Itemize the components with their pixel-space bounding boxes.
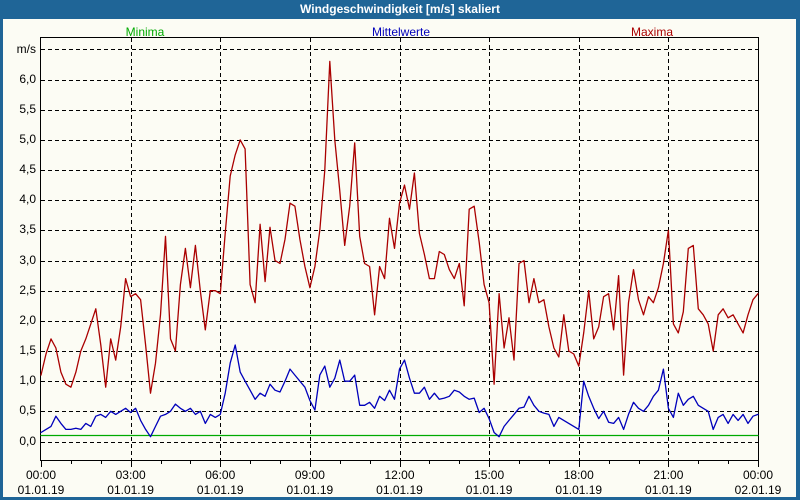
y-tick-label: 1,0: [19, 373, 36, 388]
x-tick-time-label: 00:00: [742, 468, 774, 482]
x-tick-date-label: 01.01.19: [376, 483, 423, 497]
x-tick-date-label: 01.01.19: [107, 483, 154, 497]
x-tick-date-label: 01.01.19: [17, 483, 65, 497]
plot-area: [40, 37, 759, 467]
y-axis-unit-label: m/s: [16, 42, 36, 57]
y-tick-label: 6,0: [19, 71, 36, 86]
y-tick-label: 2,0: [19, 312, 36, 327]
y-tick-label: 4,0: [19, 192, 36, 207]
x-tick-time-label: 12:00: [384, 468, 415, 482]
y-tick-label: 3,0: [19, 252, 36, 267]
x-tick-time-label: 21:00: [653, 468, 684, 482]
y-tick-label: 0,5: [19, 403, 36, 418]
x-tick-date-label: 02.01.19: [734, 483, 782, 497]
x-tick-time-label: 18:00: [563, 468, 594, 482]
x-tick-time-label: 06:00: [205, 468, 236, 482]
x-tick-time-label: 03:00: [115, 468, 146, 482]
series-maxima: [40, 60, 759, 394]
y-tick-label: 5,5: [19, 101, 36, 116]
x-tick-time-label: 15:00: [474, 468, 505, 482]
y-tick-label: 5,0: [19, 131, 36, 146]
window-title: Windgeschwindigkeit [m/s] skaliert: [300, 2, 500, 16]
x-tick-date-label: 01.01.19: [196, 483, 244, 497]
legend-item-mittelwerte: Mittelwerte: [371, 25, 430, 39]
window-titlebar: Windgeschwindigkeit [m/s] skaliert: [3, 0, 796, 19]
x-tick-time-label: 00:00: [25, 468, 57, 482]
x-tick-date-label: 01.01.19: [465, 483, 513, 497]
x-tick-date-label: 01.01.19: [645, 483, 692, 497]
x-tick-date-label: 01.01.19: [286, 483, 334, 497]
y-tick-label: 1,5: [19, 343, 36, 357]
x-tick-time-label: 09:00: [294, 468, 325, 482]
series-mittelwerte: [40, 344, 759, 438]
x-tick-date-label: 01.01.19: [555, 483, 603, 497]
y-tick-label: 0,0: [19, 433, 36, 448]
y-tick-label: 4,5: [19, 162, 36, 176]
y-tick-label: 3,5: [19, 222, 36, 237]
y-tick-label: 2,5: [19, 282, 36, 297]
legend-item-minima: Minima: [125, 25, 165, 39]
legend-item-maxima: Maxima: [630, 25, 673, 39]
